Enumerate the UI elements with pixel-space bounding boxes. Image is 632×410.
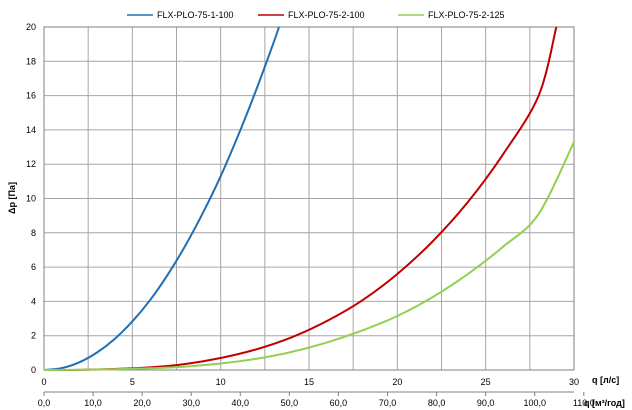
x-tick-label: 0	[41, 377, 46, 387]
x-tick-label: 5	[130, 377, 135, 387]
legend: FLX-PLO-75-1-100 FLX-PLO-75-2-100 FLX-PLO-…	[127, 10, 505, 20]
x2-tick-label: 100,0	[523, 398, 546, 408]
x2-tick-label: 40,0	[232, 398, 250, 408]
y-tick-label: 10	[26, 194, 36, 204]
x2-axis-ticks: 0,0 10,0 20,0 30,0 40,0 50,0 60,0 70,0 80,0 90,0 1…	[38, 391, 595, 408]
x-tick-label: 20	[392, 377, 402, 387]
plot-border	[43, 26, 575, 371]
x2-axis-label: q [м³/год]	[584, 398, 625, 408]
legend-entry-label: FLX-PLO-75-1-100	[157, 10, 234, 20]
y-tick-label: 16	[26, 91, 36, 101]
y-tick-label: 2	[31, 331, 36, 341]
y-tick-label: 8	[31, 228, 36, 238]
x2-tick-label: 30,0	[182, 398, 200, 408]
legend-entry-label: FLX-PLO-75-2-125	[428, 10, 505, 20]
x-tick-label: 30	[569, 377, 579, 387]
x2-tick-label: 10,0	[84, 398, 102, 408]
y-tick-label: 14	[26, 125, 36, 135]
y-tick-label: 20	[26, 22, 36, 32]
y-tick-label: 6	[31, 262, 36, 272]
series-line	[43, 141, 575, 371]
x2-tick-label: 80,0	[428, 398, 446, 408]
y-tick-label: 4	[31, 296, 36, 306]
x-axis-ticks: 0 5 10 15 20 25 30	[41, 377, 579, 387]
legend-entry-label: FLX-PLO-75-2-100	[288, 10, 365, 20]
x-tick-label: 10	[216, 377, 226, 387]
series-lines	[43, 26, 575, 371]
x2-tick-label: 20,0	[133, 398, 151, 408]
y-axis-ticks: 0 2 4 6 8 10 12 14 16 18 20	[26, 22, 36, 375]
y-tick-label: 12	[26, 159, 36, 169]
x2-tick-label: 110,0	[573, 398, 595, 408]
x-tick-label: 25	[481, 377, 491, 387]
x2-tick-label: 50,0	[281, 398, 299, 408]
grid-lines	[43, 26, 575, 371]
x2-tick-label: 60,0	[330, 398, 348, 408]
x-axis-label: q [л/с]	[592, 375, 619, 385]
x2-tick-label: 0,0	[38, 398, 51, 408]
y-tick-label: 18	[26, 56, 36, 66]
x2-tick-label: 70,0	[379, 398, 397, 408]
x2-tick-label: 90,0	[477, 398, 495, 408]
x-tick-label: 15	[304, 377, 314, 387]
y-axis-label: Δp [Па]	[7, 182, 17, 214]
y-tick-label: 0	[31, 365, 36, 375]
series-line	[43, 26, 280, 371]
